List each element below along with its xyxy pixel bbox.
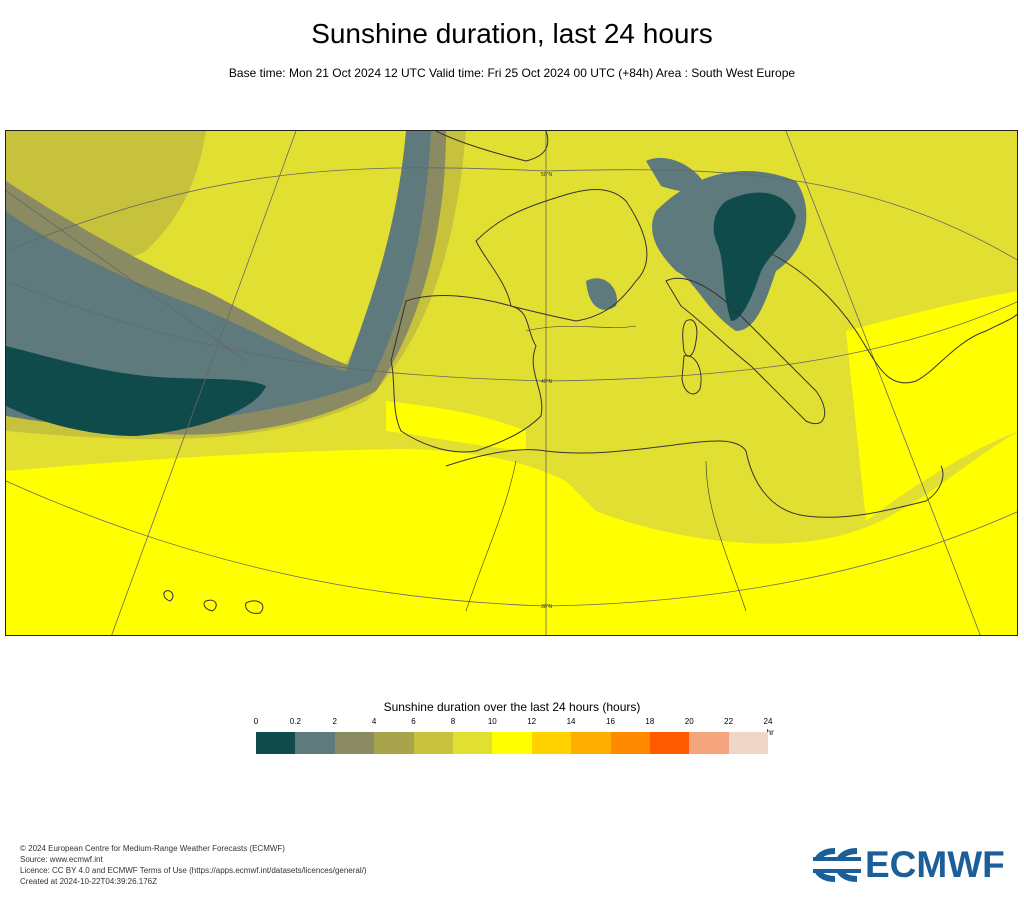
legend-tick-label: 8 (450, 717, 456, 726)
legend-swatch (256, 732, 296, 754)
legend-tick-label: 12 (527, 717, 537, 726)
legend-swatch (571, 732, 611, 754)
canary-island-3 (245, 600, 264, 614)
legend-swatch (295, 732, 335, 754)
chart-title: Sunshine duration, last 24 hours (311, 18, 713, 49)
map-svg: 50°N 40°N 30°N (6, 131, 1017, 635)
legend-tick-label: 10 (487, 717, 497, 726)
italy-coast (665, 277, 826, 425)
legend-tick-label: 14 (566, 717, 576, 726)
north-africa-coast (445, 440, 944, 518)
legend-swatch (334, 732, 375, 754)
canary-island-1 (163, 590, 174, 602)
legend-tick-label: 24 (763, 717, 773, 726)
chart-subtitle: Base time: Mon 21 Oct 2024 12 UTC Valid … (228, 66, 796, 80)
ecmwf-logo-text: ECMWF (865, 844, 1005, 885)
dense-cloud-atlantic (6, 346, 266, 436)
graticule-label-30n: 30°N (541, 604, 553, 610)
france-coast (475, 188, 648, 322)
border-hint-2 (705, 460, 747, 612)
legend-tick-label: 4 (371, 717, 377, 726)
sardinia-coast (681, 355, 702, 395)
canary-island-2 (203, 599, 217, 612)
ecmwf-logo-icon (813, 848, 861, 882)
uk-coast (435, 131, 549, 162)
legend-unit: -hr (764, 728, 774, 737)
footer-created: Created at 2024-10-22T04:39:26.176Z (20, 877, 157, 886)
graticule-label-40n: 40°N (541, 379, 553, 385)
footer-licence: Licence: CC BY 4.0 and ECMWF Terms of Us… (20, 866, 367, 875)
cloud-band-inner (6, 131, 431, 428)
meridian-west (111, 131, 297, 635)
legend-color-bar (256, 732, 769, 754)
sunny-iberia-patch (386, 401, 526, 451)
footer-source: Source: www.ecmwf.int (20, 855, 103, 864)
meridian-far-west (6, 190, 247, 362)
graticule-label-50n: 50°N (541, 172, 553, 178)
corsica-coast (682, 319, 698, 357)
legend-tick-label: 2 (332, 717, 337, 726)
dense-cloud-alps (713, 192, 796, 321)
legend-tick-label: 0 (253, 717, 259, 726)
ecmwf-logo[interactable]: ECMWF (813, 844, 1005, 885)
legend-tick-label: 6 (411, 717, 416, 726)
border-hint-1 (525, 325, 637, 332)
footer-credits: © 2024 European Centre for Medium-Range … (20, 843, 367, 887)
cloud-small-patch (586, 278, 617, 310)
legend-swatch (413, 732, 453, 754)
legend-tick-label: 22 (724, 717, 734, 726)
cloud-north-patch (646, 157, 706, 192)
legend-title: Sunshine duration over the last 24 hours… (383, 700, 641, 714)
legend-swatch (728, 732, 769, 754)
sunny-east-area (846, 291, 1017, 521)
legend-swatch (492, 732, 532, 754)
border-hint-3 (465, 460, 517, 612)
legend-tick-label: 0.2 (289, 717, 301, 726)
balkan-coast (765, 250, 1017, 384)
legend-swatch (374, 732, 414, 754)
sunshine-map[interactable]: 50°N 40°N 30°N (5, 130, 1018, 636)
legend-swatch (649, 732, 690, 754)
legend-swatch (531, 732, 572, 754)
footer-copyright: © 2024 European Centre for Medium-Range … (20, 844, 285, 853)
legend-tick-label: 18 (645, 717, 655, 726)
sunny-south-area (6, 432, 1017, 635)
legend-ticks: 0 0.2 2 4 6 8 10 12 14 16 18 20 22 24 (253, 717, 776, 731)
legend-tick-label: 20 (684, 717, 694, 726)
coastlines (163, 131, 1017, 614)
legend-tick-label: 16 (606, 717, 615, 726)
legend-swatch (610, 732, 650, 754)
legend-swatch (689, 732, 729, 754)
meridian-east (785, 131, 981, 635)
legend-swatch (452, 732, 493, 754)
